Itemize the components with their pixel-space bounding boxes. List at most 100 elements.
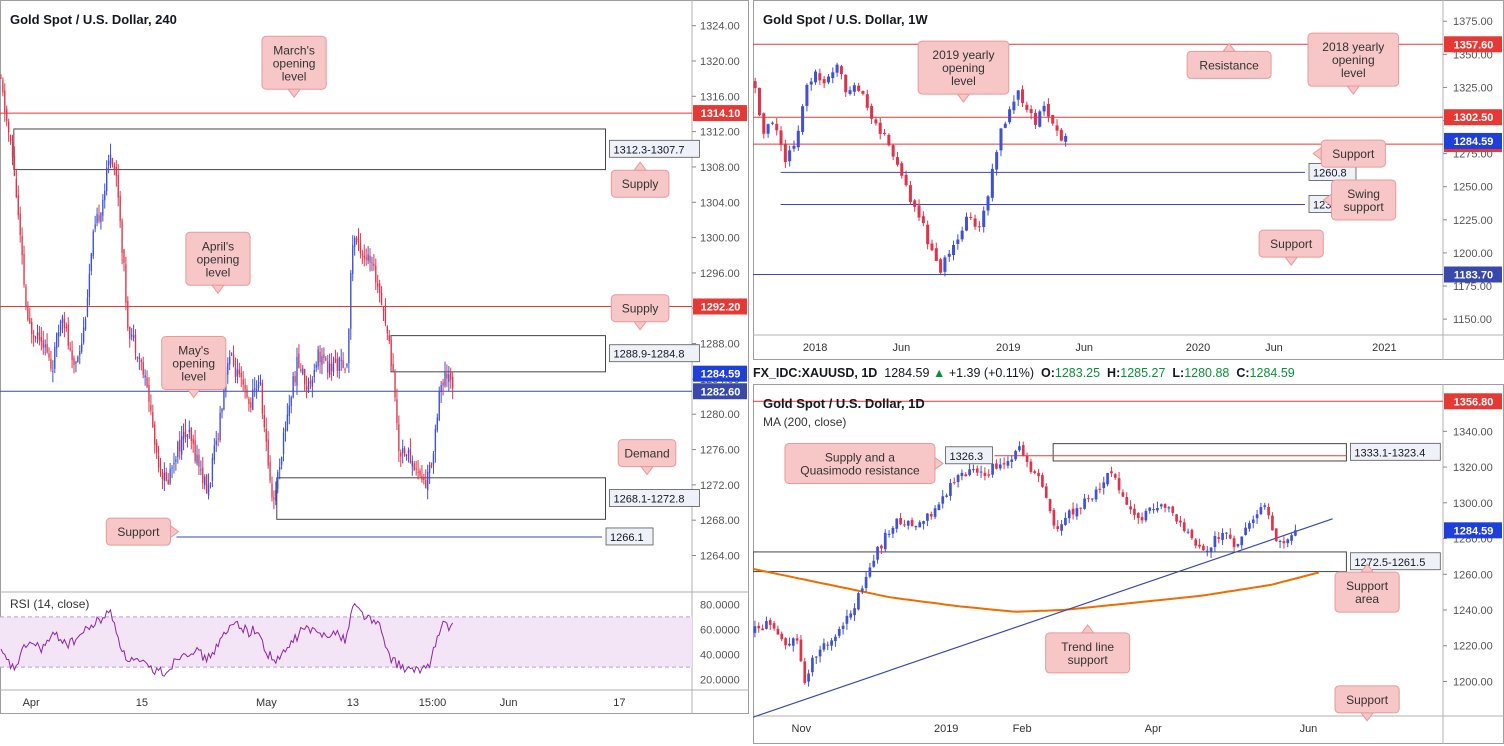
- candle-body: [69, 348, 71, 350]
- ohlc-change: +1.39 (+0.11%): [948, 366, 1035, 380]
- candle-body: [100, 213, 102, 223]
- candle-body: [113, 165, 116, 170]
- callout-pointer: [1360, 712, 1375, 722]
- callout-pointer: [1360, 563, 1375, 573]
- candle: [250, 397, 252, 413]
- callout-text: Support: [1270, 237, 1313, 251]
- x-tick-label: Feb: [1013, 723, 1032, 735]
- daily-chart-panel[interactable]: 1340.001320.001300.001280.001260.001240.…: [753, 384, 1504, 744]
- candle-body: [1037, 472, 1040, 477]
- candle-body: [317, 349, 319, 367]
- candle-body: [327, 361, 329, 373]
- x-tick-label: 17: [613, 697, 625, 709]
- candle: [1267, 503, 1270, 520]
- candle: [757, 622, 761, 633]
- candle-body: [1110, 471, 1113, 474]
- candle: [780, 631, 784, 642]
- callout-pointer: [1080, 624, 1095, 634]
- candle-body: [221, 408, 223, 413]
- candle: [990, 163, 994, 202]
- candle-body: [895, 157, 899, 165]
- candle: [1171, 505, 1175, 516]
- callout-pointer: [1322, 192, 1333, 207]
- candle-body: [1041, 475, 1044, 487]
- candle-body: [972, 469, 975, 471]
- candle: [127, 296, 129, 332]
- candle: [288, 394, 290, 425]
- candle-body: [837, 629, 841, 636]
- candle: [952, 240, 956, 261]
- candle-body: [200, 469, 202, 471]
- candle-body: [394, 372, 396, 398]
- candle: [11, 134, 14, 166]
- candle: [21, 227, 23, 265]
- zone-label: 1272.5-1261.5: [1354, 557, 1425, 569]
- candle: [221, 407, 223, 419]
- candle-body: [987, 474, 991, 476]
- candle-body: [413, 463, 415, 471]
- candle-body: [448, 374, 450, 382]
- candle-body: [1121, 492, 1125, 497]
- candle-body: [136, 356, 139, 359]
- candle-body: [757, 87, 761, 116]
- candle: [852, 82, 856, 96]
- candle: [159, 457, 162, 477]
- candle-body: [384, 308, 387, 324]
- candle: [17, 185, 19, 220]
- candle-body: [1274, 528, 1278, 541]
- candle: [1021, 85, 1025, 108]
- candle-body: [1067, 510, 1071, 519]
- candle: [165, 467, 167, 482]
- candle-body: [822, 643, 826, 650]
- candle: [1294, 524, 1297, 537]
- zone-label: 1288.9-1284.8: [614, 349, 685, 361]
- level-price-tag: [1444, 36, 1502, 53]
- callout-text: Supply and a: [825, 450, 895, 464]
- candle-body: [1064, 136, 1068, 142]
- candle-body: [930, 243, 934, 251]
- candle: [273, 490, 275, 510]
- candle-body: [908, 185, 912, 202]
- candle: [315, 361, 317, 372]
- candle: [92, 229, 94, 260]
- candle: [307, 377, 310, 394]
- y-tick-label: 1375.00: [1453, 16, 1493, 28]
- candle-body: [138, 357, 141, 360]
- candle-body: [106, 167, 108, 192]
- weekly-chart-panel[interactable]: 1375.001350.001325.001300.001275.001250.…: [753, 0, 1504, 360]
- y-tick-label: 1276.00: [700, 445, 740, 457]
- candle-body: [761, 628, 764, 631]
- candle: [202, 456, 204, 490]
- candle: [88, 263, 91, 306]
- candle: [1205, 545, 1209, 557]
- candle-body: [1290, 535, 1293, 541]
- candle-body: [194, 440, 196, 462]
- candle: [148, 377, 150, 413]
- candle: [113, 162, 116, 176]
- candle: [768, 617, 772, 631]
- candle: [1010, 455, 1014, 469]
- candle-body: [788, 643, 791, 646]
- candle-body: [1156, 507, 1159, 511]
- candle: [1002, 457, 1006, 470]
- candle-body: [973, 218, 977, 227]
- candle: [972, 464, 975, 473]
- candle-body: [1244, 527, 1247, 535]
- candle-body: [811, 657, 814, 673]
- candle-body: [929, 513, 933, 517]
- candle: [188, 420, 191, 439]
- h4-chart-panel[interactable]: 1324.00 1320.00 1316.00 1312.00 1308.00 1304.…: [0, 0, 749, 714]
- candle-body: [880, 545, 883, 549]
- candle: [1194, 537, 1198, 549]
- candle: [956, 234, 960, 250]
- candle: [423, 473, 425, 485]
- y-tick-label: 1268.00: [700, 515, 740, 527]
- candle: [352, 235, 354, 282]
- candle: [1221, 528, 1224, 545]
- candle-body: [211, 458, 214, 482]
- annotation-callout: Support: [105, 517, 180, 546]
- callout-text: Support: [117, 525, 160, 539]
